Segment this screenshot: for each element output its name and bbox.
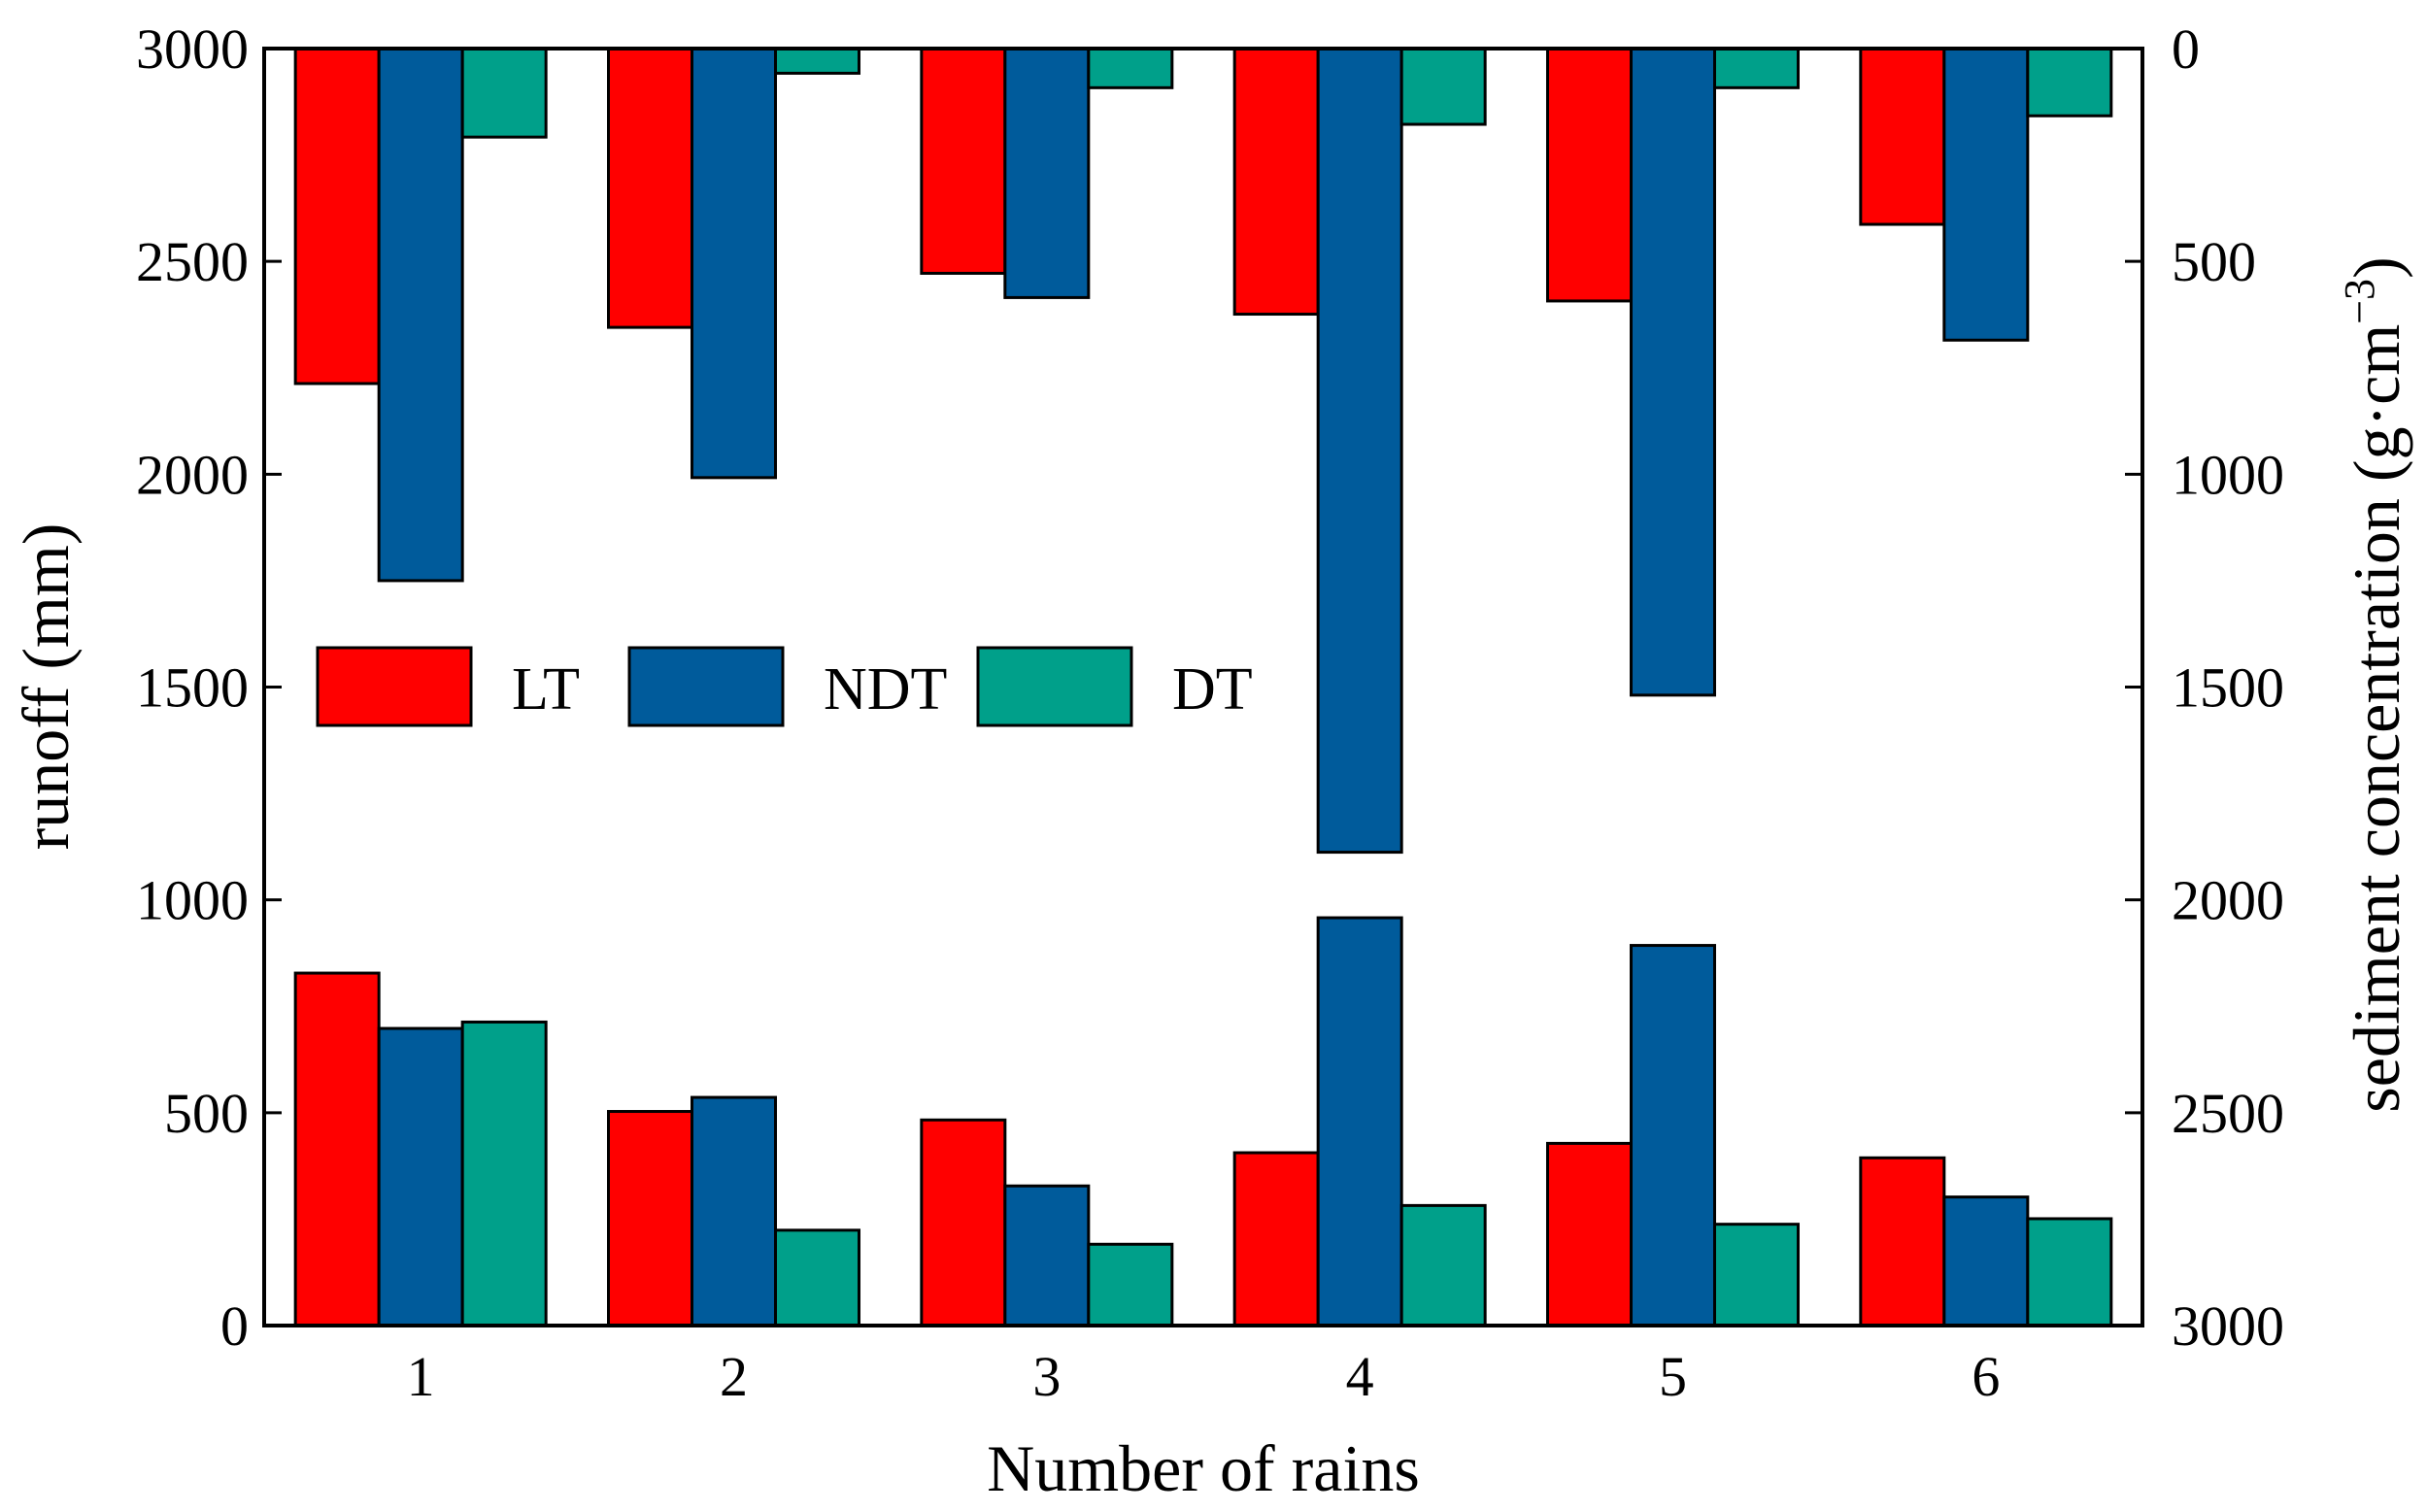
legend: LT NDT DT bbox=[316, 646, 1253, 727]
right-y-axis-title-main: sediment concentration (g·cm bbox=[2340, 324, 2413, 1113]
legend-item-dt: DT bbox=[976, 646, 1253, 727]
bars-group bbox=[293, 47, 2113, 1327]
legend-label-lt: LT bbox=[512, 656, 580, 722]
legend-swatch-lt bbox=[316, 646, 473, 727]
runoff-bar-ndt-1 bbox=[377, 1026, 464, 1327]
left-tick-label-0: 0 bbox=[220, 1294, 249, 1358]
left-tick-label-1000: 1000 bbox=[136, 869, 249, 932]
right-y-axis-title-close: ) bbox=[2340, 256, 2413, 279]
right-tick-label-0: 0 bbox=[2172, 17, 2200, 81]
sediment-bar-ndt-2 bbox=[691, 47, 777, 480]
x-tick-label-2: 2 bbox=[720, 1345, 748, 1408]
ticks-group: 0 500 1000 1500 2000 2500 3000 0 500 1000 1500 2000… bbox=[136, 17, 2284, 1408]
sediment-bar-lt-6 bbox=[1859, 47, 1946, 226]
right-tick-label-1000: 1000 bbox=[2172, 443, 2284, 506]
left-tick-label-1500: 1500 bbox=[136, 656, 249, 720]
runoff-bar-ndt-3 bbox=[1003, 1184, 1091, 1327]
left-tick-label-3000: 3000 bbox=[136, 17, 249, 81]
x-tick-label-1: 1 bbox=[407, 1345, 435, 1408]
sediment-bar-ndt-5 bbox=[1630, 47, 1716, 697]
runoff-bar-dt-4 bbox=[1399, 1203, 1487, 1327]
runoff-bar-lt-3 bbox=[920, 1118, 1007, 1327]
right-y-axis-title: sediment concentration (g·cm−3) bbox=[2336, 256, 2413, 1112]
runoff-bar-dt-3 bbox=[1087, 1242, 1174, 1327]
runoff-bar-lt-2 bbox=[607, 1110, 693, 1327]
runoff-bar-dt-2 bbox=[774, 1228, 860, 1327]
x-axis-title: Number of rains bbox=[987, 1431, 1420, 1505]
x-tick-label-3: 3 bbox=[1032, 1345, 1061, 1408]
left-y-axis-title: runoff (mm) bbox=[9, 523, 83, 851]
legend-label-ndt: NDT bbox=[824, 656, 947, 722]
sediment-bar-ndt-4 bbox=[1316, 47, 1403, 855]
runoff-bar-lt-5 bbox=[1546, 1141, 1633, 1327]
sediment-bar-ndt-3 bbox=[1003, 47, 1091, 299]
runoff-bar-ndt-4 bbox=[1316, 916, 1403, 1327]
sediment-bar-lt-4 bbox=[1232, 47, 1320, 317]
runoff-bar-dt-1 bbox=[460, 1020, 548, 1327]
sediment-bar-dt-4 bbox=[1399, 47, 1487, 126]
runoff-bar-dt-5 bbox=[1713, 1223, 1800, 1327]
sediment-bar-dt-3 bbox=[1087, 47, 1174, 89]
runoff-bar-lt-1 bbox=[293, 971, 381, 1327]
sediment-bar-lt-3 bbox=[920, 47, 1007, 275]
runoff-bar-ndt-5 bbox=[1630, 944, 1716, 1327]
sediment-bar-dt-5 bbox=[1713, 47, 1800, 89]
left-tick-label-500: 500 bbox=[164, 1082, 249, 1145]
sediment-bar-dt-1 bbox=[460, 47, 548, 139]
x-tick-label-6: 6 bbox=[1972, 1345, 2000, 1408]
sediment-bar-dt-6 bbox=[2026, 47, 2113, 118]
legend-swatch-ndt bbox=[627, 646, 785, 727]
right-tick-label-3000: 3000 bbox=[2172, 1294, 2284, 1358]
right-tick-label-2000: 2000 bbox=[2172, 869, 2284, 932]
x-tick-label-5: 5 bbox=[1659, 1345, 1687, 1408]
legend-item-ndt: NDT bbox=[627, 646, 947, 727]
left-tick-label-2000: 2000 bbox=[136, 443, 249, 506]
legend-item-lt: LT bbox=[316, 646, 580, 727]
runoff-bar-ndt-2 bbox=[691, 1095, 777, 1327]
right-tick-label-500: 500 bbox=[2172, 230, 2256, 293]
runoff-bar-dt-6 bbox=[2026, 1217, 2113, 1327]
sediment-bar-ndt-1 bbox=[377, 47, 464, 583]
x-tick-label-4: 4 bbox=[1346, 1345, 1374, 1408]
runoff-bar-ndt-6 bbox=[1942, 1195, 2030, 1327]
sediment-bar-dt-2 bbox=[774, 47, 860, 75]
sediment-bar-lt-1 bbox=[293, 47, 381, 386]
runoff-bar-lt-6 bbox=[1859, 1156, 1946, 1327]
sediment-bar-ndt-6 bbox=[1942, 47, 2030, 342]
right-tick-label-1500: 1500 bbox=[2172, 656, 2284, 720]
right-tick-label-2500: 2500 bbox=[2172, 1082, 2284, 1145]
left-tick-label-2500: 2500 bbox=[136, 230, 249, 293]
sediment-bar-lt-5 bbox=[1546, 47, 1633, 303]
sediment-bar-lt-2 bbox=[607, 47, 693, 329]
right-y-axis-title-superscript: −3 bbox=[2336, 279, 2383, 324]
legend-label-dt: DT bbox=[1172, 656, 1253, 722]
legend-swatch-dt bbox=[976, 646, 1133, 727]
runoff-bar-lt-4 bbox=[1232, 1151, 1320, 1327]
